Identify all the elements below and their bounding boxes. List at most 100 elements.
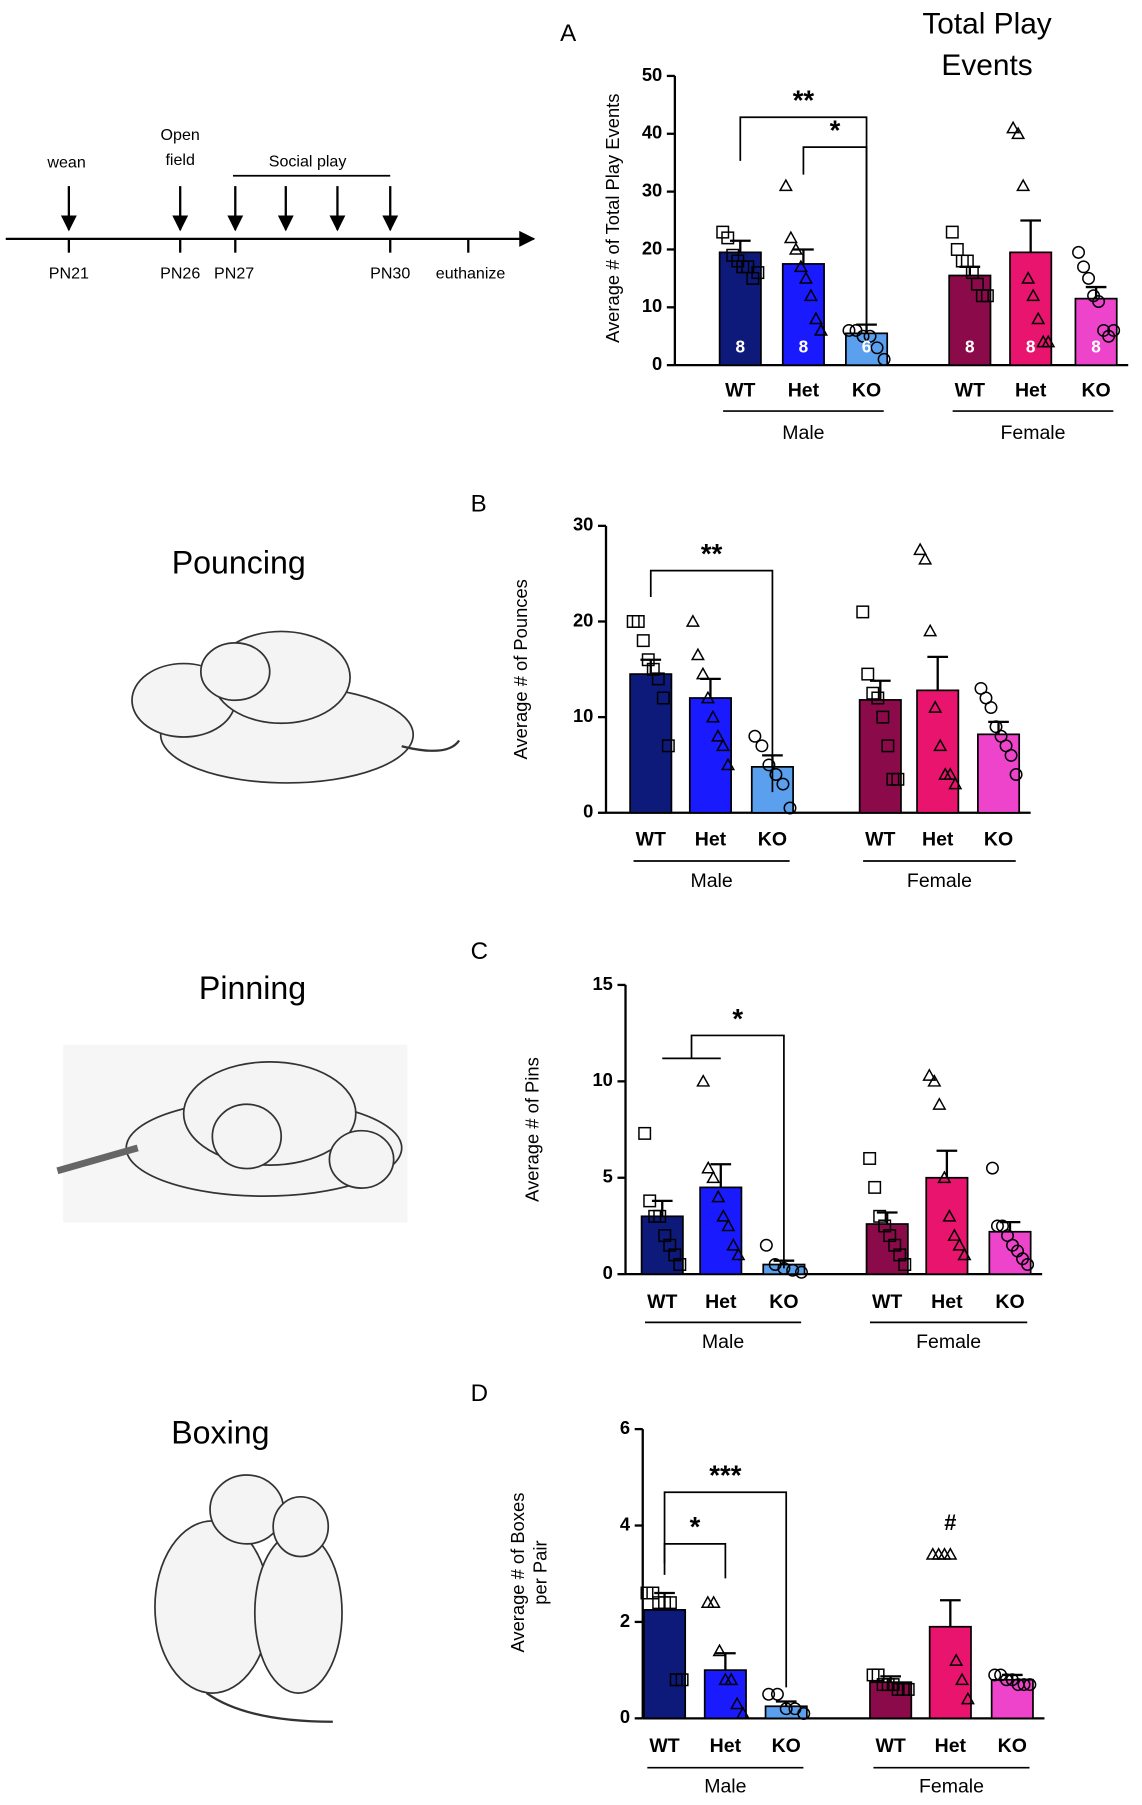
data-point <box>1031 311 1046 325</box>
data-point <box>706 1170 721 1184</box>
chart: C Average # of Pins 0 5 10 15 WT Het KO WT Het KO Ma… <box>471 938 1043 1353</box>
y-tick-label: 40 <box>642 122 662 143</box>
x-tick-label: Het <box>695 828 727 850</box>
group-label: Male <box>782 422 824 444</box>
data-point <box>1006 120 1021 134</box>
data-point <box>721 757 736 771</box>
data-point <box>856 329 870 343</box>
data-point <box>918 552 933 565</box>
data-point <box>712 1643 727 1657</box>
data-point <box>813 323 828 336</box>
y-tick-label: 20 <box>573 609 593 630</box>
data-point <box>891 772 905 786</box>
data-point <box>793 259 808 273</box>
n-label: 8 <box>799 336 809 356</box>
bar <box>640 1215 684 1276</box>
x-tick-label: KO <box>769 1291 798 1313</box>
pouncing-illustration <box>131 630 461 784</box>
data-point <box>730 1696 745 1710</box>
data-point <box>950 242 964 256</box>
data-point <box>798 271 813 284</box>
data-point <box>988 1668 1002 1682</box>
data-point <box>937 1547 952 1560</box>
data-point <box>984 701 998 715</box>
data-point <box>842 323 856 337</box>
x-tick-label: KO <box>758 828 787 850</box>
group-label: Female <box>1000 422 1065 444</box>
boxing-illustration <box>154 1474 343 1723</box>
x-tick-label: WT <box>955 380 985 402</box>
bar <box>916 689 960 814</box>
data-point <box>783 801 797 815</box>
significance-label: *** <box>709 1460 741 1491</box>
y-tick-label: 10 <box>642 295 662 316</box>
data-point <box>710 728 725 742</box>
x-tick-label: KO <box>852 380 881 402</box>
y-axis-label-line: per Pair <box>530 1540 551 1604</box>
y-tick-label: 20 <box>642 237 662 258</box>
data-point <box>776 777 790 791</box>
event-label: wean <box>46 153 85 171</box>
x-tick-label: WT <box>649 1735 679 1757</box>
x-tick-label: WT <box>872 1291 902 1313</box>
significance-label: ** <box>793 85 815 116</box>
data-point <box>945 225 959 239</box>
data-point <box>949 1653 964 1666</box>
x-tick-label: Het <box>922 828 954 850</box>
data-point <box>636 634 650 648</box>
data-point <box>651 672 665 686</box>
bar <box>977 733 1021 814</box>
data-point <box>1021 1258 1035 1272</box>
y-tick-label: 0 <box>652 353 662 374</box>
data-point <box>1011 126 1026 140</box>
x-tick-label: WT <box>725 380 755 402</box>
timeline <box>5 174 536 253</box>
x-tick-label: Het <box>1015 380 1047 402</box>
y-tick-label: 10 <box>573 705 593 726</box>
data-point <box>786 1263 800 1277</box>
data-point <box>937 1170 952 1184</box>
x-tick-label: Het <box>788 380 820 402</box>
data-point <box>716 1209 731 1222</box>
data-point <box>631 614 645 628</box>
data-point <box>985 1161 999 1175</box>
data-point <box>876 710 890 724</box>
day-label: PN26 <box>160 265 200 283</box>
data-point <box>870 341 884 355</box>
y-tick-label: 0 <box>583 801 593 822</box>
data-point <box>759 1238 773 1252</box>
data-point <box>947 1228 962 1241</box>
event-label: Open <box>161 126 200 144</box>
y-tick-label: 0 <box>603 1262 613 1283</box>
data-point <box>948 776 963 790</box>
data-point <box>690 647 705 661</box>
data-point <box>868 1180 882 1194</box>
data-point <box>711 1189 726 1203</box>
panel-letter: A <box>560 20 577 47</box>
data-point <box>928 700 943 713</box>
y-tick-label: 4 <box>620 1513 631 1534</box>
x-tick-label: WT <box>636 828 666 850</box>
data-point <box>943 767 958 780</box>
data-point <box>871 691 885 705</box>
data-point <box>700 1595 715 1608</box>
chart-title-box: Total Play Events <box>922 6 1051 82</box>
data-point <box>1017 1678 1031 1692</box>
data-point <box>1023 1678 1037 1692</box>
data-point <box>770 1687 784 1701</box>
day-label: euthanize <box>436 265 506 283</box>
x-tick-label: Het <box>705 1291 737 1313</box>
bar <box>629 673 673 814</box>
data-point <box>1021 271 1036 284</box>
y-tick-label: 50 <box>642 64 662 85</box>
bar <box>928 1625 972 1720</box>
data-point <box>980 289 994 303</box>
panel-letter: D <box>471 1380 488 1407</box>
data-point <box>943 1547 958 1560</box>
chart: B Average # of Pounces 0 10 20 30 WT Het KO WT Het… <box>471 491 1031 892</box>
significance-label: ** <box>701 538 723 569</box>
data-point <box>700 690 715 704</box>
data-point <box>779 1702 793 1716</box>
data-point <box>1026 288 1041 302</box>
